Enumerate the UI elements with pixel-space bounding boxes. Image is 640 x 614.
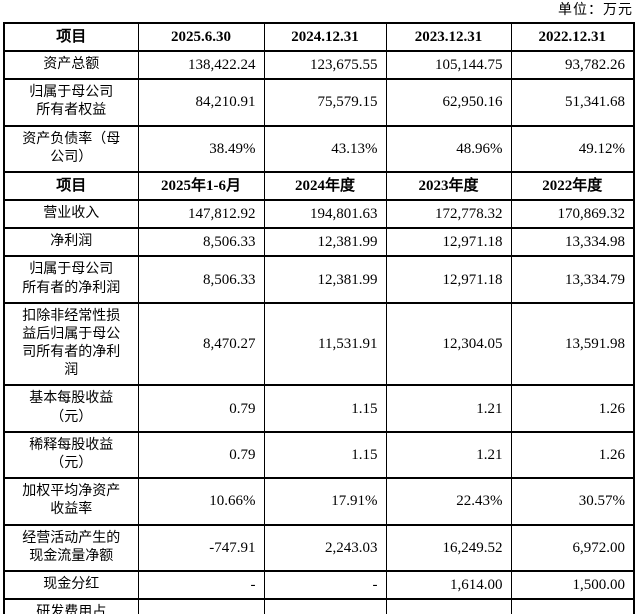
row-value: 6,972.00 <box>510 523 635 572</box>
table-row-parent-equity: 归属于母公司 所有者权益 84,210.91 75,579.15 62,950.… <box>3 78 635 127</box>
row-label: 稀释每股收益 （元） <box>3 430 139 480</box>
table-row-debt-ratio: 资产负债率（母 公司） 38.49% 43.13% 48.96% 49.12% <box>3 124 635 173</box>
row-value: 170,869.32 <box>510 198 635 230</box>
table-row-roe: 加权平均净资产 收益率 10.66% 17.91% 22.43% 30.57% <box>3 477 635 526</box>
row-label: 研发费用占 营业收入的比例 <box>3 598 139 614</box>
row-value: 8,470.27 <box>137 301 265 387</box>
row-value: 13,334.98 <box>510 227 635 258</box>
row-value: 51,341.68 <box>510 78 635 127</box>
row-label: 经营活动产生的 现金流量净额 <box>3 523 139 572</box>
row-value: 48.96% <box>385 124 512 173</box>
row-label: 净利润 <box>3 227 139 258</box>
row-value: 105,144.75 <box>385 49 512 81</box>
row-value: 2.75% <box>263 598 387 614</box>
row-label: 资产总额 <box>3 49 139 81</box>
row-value: 30.57% <box>510 477 635 526</box>
column-header-period-4: 2022年度 <box>510 170 635 201</box>
row-value: 12,971.18 <box>385 227 512 258</box>
row-value: 123,675.55 <box>263 49 387 81</box>
row-value: 2,243.03 <box>263 523 387 572</box>
unit-label: 单位：万元 <box>558 3 633 18</box>
table-row-diluted-eps: 稀释每股收益 （元） 0.79 1.15 1.21 1.26 <box>3 430 635 480</box>
row-value: 17.91% <box>263 477 387 526</box>
row-value: 43.13% <box>263 124 387 173</box>
table-row-cash-dividend: 现金分红 - - 1,614.00 1,500.00 <box>3 569 635 601</box>
row-value: 1.15 <box>263 384 387 433</box>
row-value: 0.79 <box>137 384 265 433</box>
row-value: 194,801.63 <box>263 198 387 230</box>
row-value: - <box>137 569 265 601</box>
row-value: 49.12% <box>510 124 635 173</box>
row-value: 10.66% <box>137 477 265 526</box>
row-label: 扣除非经常性损 益后归属于母公 司所有者的净利 润 <box>3 301 139 387</box>
table-row-rd-expense-ratio: 研发费用占 营业收入的比例 2.33% 2.75% 3.39% 3.00% <box>3 598 635 614</box>
column-header-period-1: 2025年1-6月 <box>137 170 265 201</box>
row-value: 3.00% <box>510 598 635 614</box>
row-value: 172,778.32 <box>385 198 512 230</box>
row-label: 归属于母公司 所有者权益 <box>3 78 139 127</box>
table-row-operating-cash-flow: 经营活动产生的 现金流量净额 -747.91 2,243.03 16,249.5… <box>3 523 635 572</box>
row-value: -747.91 <box>137 523 265 572</box>
column-header-date-3: 2023.12.31 <box>385 22 512 52</box>
row-value: 38.49% <box>137 124 265 173</box>
row-value: 0.79 <box>137 430 265 480</box>
income-statement-header-row: 项目 2025年1-6月 2024年度 2023年度 2022年度 <box>3 170 635 201</box>
table-row-total-assets: 资产总额 138,422.24 123,675.55 105,144.75 93… <box>3 49 635 81</box>
financial-summary-table: 项目 2025.6.30 2024.12.31 2023.12.31 2022.… <box>3 22 635 614</box>
table-row-deducted-net-profit: 扣除非经常性损 益后归属于母公 司所有者的净利 润 8,470.27 11,53… <box>3 301 635 387</box>
table-row-net-profit: 净利润 8,506.33 12,381.99 12,971.18 13,334.… <box>3 227 635 258</box>
row-label: 加权平均净资产 收益率 <box>3 477 139 526</box>
column-header-item: 项目 <box>3 170 139 201</box>
row-label: 现金分红 <box>3 569 139 601</box>
row-label: 营业收入 <box>3 198 139 230</box>
row-value: 3.39% <box>385 598 512 614</box>
row-value: 75,579.15 <box>263 78 387 127</box>
row-label: 基本每股收益 （元） <box>3 384 139 433</box>
row-value: 93,782.26 <box>510 49 635 81</box>
row-value: 2.33% <box>137 598 265 614</box>
row-value: 22.43% <box>385 477 512 526</box>
column-header-date-2: 2024.12.31 <box>263 22 387 52</box>
row-value: 8,506.33 <box>137 255 265 304</box>
row-label: 归属于母公司 所有者的净利润 <box>3 255 139 304</box>
row-value: 1.26 <box>510 430 635 480</box>
table-row-basic-eps: 基本每股收益 （元） 0.79 1.15 1.21 1.26 <box>3 384 635 433</box>
row-value: 84,210.91 <box>137 78 265 127</box>
column-header-period-3: 2023年度 <box>385 170 512 201</box>
balance-sheet-header-row: 项目 2025.6.30 2024.12.31 2023.12.31 2022.… <box>3 22 635 52</box>
row-value: 16,249.52 <box>385 523 512 572</box>
row-value: 1.26 <box>510 384 635 433</box>
row-value: 1.21 <box>385 430 512 480</box>
row-value: 13,591.98 <box>510 301 635 387</box>
row-value: 1,500.00 <box>510 569 635 601</box>
row-value: 12,971.18 <box>385 255 512 304</box>
row-label: 资产负债率（母 公司） <box>3 124 139 173</box>
column-header-date-1: 2025.6.30 <box>137 22 265 52</box>
column-header-date-4: 2022.12.31 <box>510 22 635 52</box>
row-value: 1.15 <box>263 430 387 480</box>
row-value: 13,334.79 <box>510 255 635 304</box>
row-value: 11,531.91 <box>263 301 387 387</box>
row-value: 1,614.00 <box>385 569 512 601</box>
row-value: - <box>263 569 387 601</box>
column-header-item: 项目 <box>3 22 139 52</box>
row-value: 1.21 <box>385 384 512 433</box>
row-value: 8,506.33 <box>137 227 265 258</box>
row-value: 147,812.92 <box>137 198 265 230</box>
row-value: 12,381.99 <box>263 227 387 258</box>
row-value: 138,422.24 <box>137 49 265 81</box>
table-row-revenue: 营业收入 147,812.92 194,801.63 172,778.32 17… <box>3 198 635 230</box>
table-row-parent-net-profit: 归属于母公司 所有者的净利润 8,506.33 12,381.99 12,971… <box>3 255 635 304</box>
row-value: 12,381.99 <box>263 255 387 304</box>
row-value: 62,950.16 <box>385 78 512 127</box>
row-value: 12,304.05 <box>385 301 512 387</box>
column-header-period-2: 2024年度 <box>263 170 387 201</box>
